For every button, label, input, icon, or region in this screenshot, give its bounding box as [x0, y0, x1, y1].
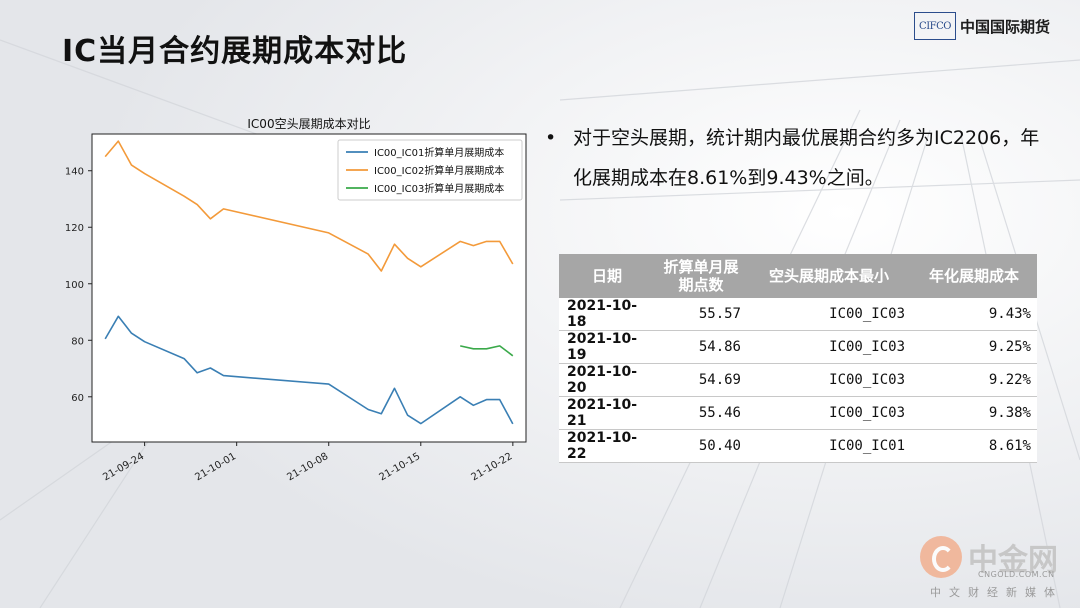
cell-date: 2021-10-22	[559, 429, 655, 463]
watermark-subtitle: 中文财经新媒体	[930, 586, 1063, 599]
cell-date: 2021-10-21	[559, 396, 655, 430]
x-tick-label: 21-10-15	[377, 451, 422, 483]
x-tick-label: 21-09-24	[101, 451, 146, 483]
cell-points: 54.69	[655, 363, 747, 397]
chart-panel: IC00空头展期成本对比 60 80 100 120 140 21-09-24 21-10-0…	[36, 112, 556, 492]
x-tick-label: 21-10-08	[285, 451, 330, 483]
table-header-row: 日期 折算单月展期点数 空头展期成本最小 年化展期成本	[559, 254, 1037, 298]
cell-cost: 9.38%	[911, 396, 1037, 430]
cell-points: 55.46	[655, 396, 747, 430]
legend-entry: IC00_IC02折算单月展期成本	[374, 164, 504, 177]
legend-box	[337, 139, 523, 201]
cell-date: 2021-10-18	[559, 298, 655, 331]
watermark-domain: CNGOLD.COM.CN	[978, 570, 1055, 579]
cell-contract: IC00_IC03	[747, 330, 911, 364]
cell-contract: IC00_IC03	[747, 396, 911, 430]
watermark-icon	[920, 536, 962, 578]
line-chart: IC00空头展期成本对比 60 80 100 120 140 21-09-24 21-10-0…	[65, 117, 527, 483]
bullet-marker: •	[545, 127, 557, 149]
bullet-text: 对于空头展期，统计期内最优展期合约多为IC2206，年化展期成本在8.61%到9…	[573, 127, 1040, 189]
cell-points: 54.86	[655, 330, 747, 364]
y-tick-label: 140	[65, 167, 84, 178]
x-tick-label: 21-10-01	[193, 451, 238, 483]
table-row: 2021-10-18 55.57 IC00_IC03 9.43%	[559, 298, 1037, 331]
cell-date: 2021-10-19	[559, 330, 655, 364]
table-row: 2021-10-19 54.86 IC00_IC03 9.25%	[559, 330, 1037, 364]
logo-mark: CIFCO	[914, 12, 956, 40]
chart-title: IC00空头展期成本对比	[247, 117, 370, 131]
header-cost: 年化展期成本	[911, 254, 1037, 298]
bullet-point: • 对于空头展期，统计期内最优展期合约多为IC2206，年化展期成本在8.61%…	[545, 118, 1045, 198]
cell-contract: IC00_IC03	[747, 298, 911, 331]
logo-text: 中国国际期货	[960, 17, 1051, 36]
table-row: 2021-10-21 55.46 IC00_IC03 9.38%	[559, 396, 1037, 430]
y-tick-label: 80	[71, 336, 84, 347]
header-points: 折算单月展期点数	[655, 254, 747, 298]
watermark-logo: 中金网	[920, 535, 1058, 579]
series-line-1	[104, 315, 514, 425]
table-row: 2021-10-22 50.40 IC00_IC01 8.61%	[559, 429, 1037, 463]
y-tick-label: 100	[65, 280, 84, 291]
cell-date: 2021-10-20	[559, 363, 655, 397]
header-contract: 空头展期成本最小	[747, 254, 911, 298]
company-logo: CIFCO 中国国际期货	[914, 10, 1050, 42]
cell-cost: 9.25%	[911, 330, 1037, 364]
legend-entry: IC00_IC03折算单月展期成本	[374, 182, 504, 195]
cell-contract: IC00_IC01	[747, 429, 911, 463]
cell-cost: 8.61%	[911, 429, 1037, 463]
series-line-2	[104, 140, 514, 272]
cell-contract: IC00_IC03	[747, 363, 911, 397]
slide-title: IC当月合约展期成本对比	[62, 34, 408, 69]
cell-cost: 9.22%	[911, 363, 1037, 397]
rollover-cost-table: 日期 折算单月展期点数 空头展期成本最小 年化展期成本 2021-10-18 5…	[559, 254, 1037, 463]
y-tick-label: 120	[65, 223, 84, 234]
cell-points: 50.40	[655, 429, 747, 463]
y-tick-label: 60	[71, 393, 84, 404]
series-line-3	[460, 345, 514, 357]
cell-points: 55.57	[655, 298, 747, 331]
header-date: 日期	[559, 254, 655, 298]
watermark-name: 中金网	[968, 543, 1058, 578]
table-row: 2021-10-20 54.69 IC00_IC03 9.22%	[559, 363, 1037, 397]
x-tick-label: 21-10-22	[470, 451, 515, 483]
legend-entry: IC00_IC01折算单月展期成本	[374, 146, 504, 159]
cell-cost: 9.43%	[911, 298, 1037, 331]
